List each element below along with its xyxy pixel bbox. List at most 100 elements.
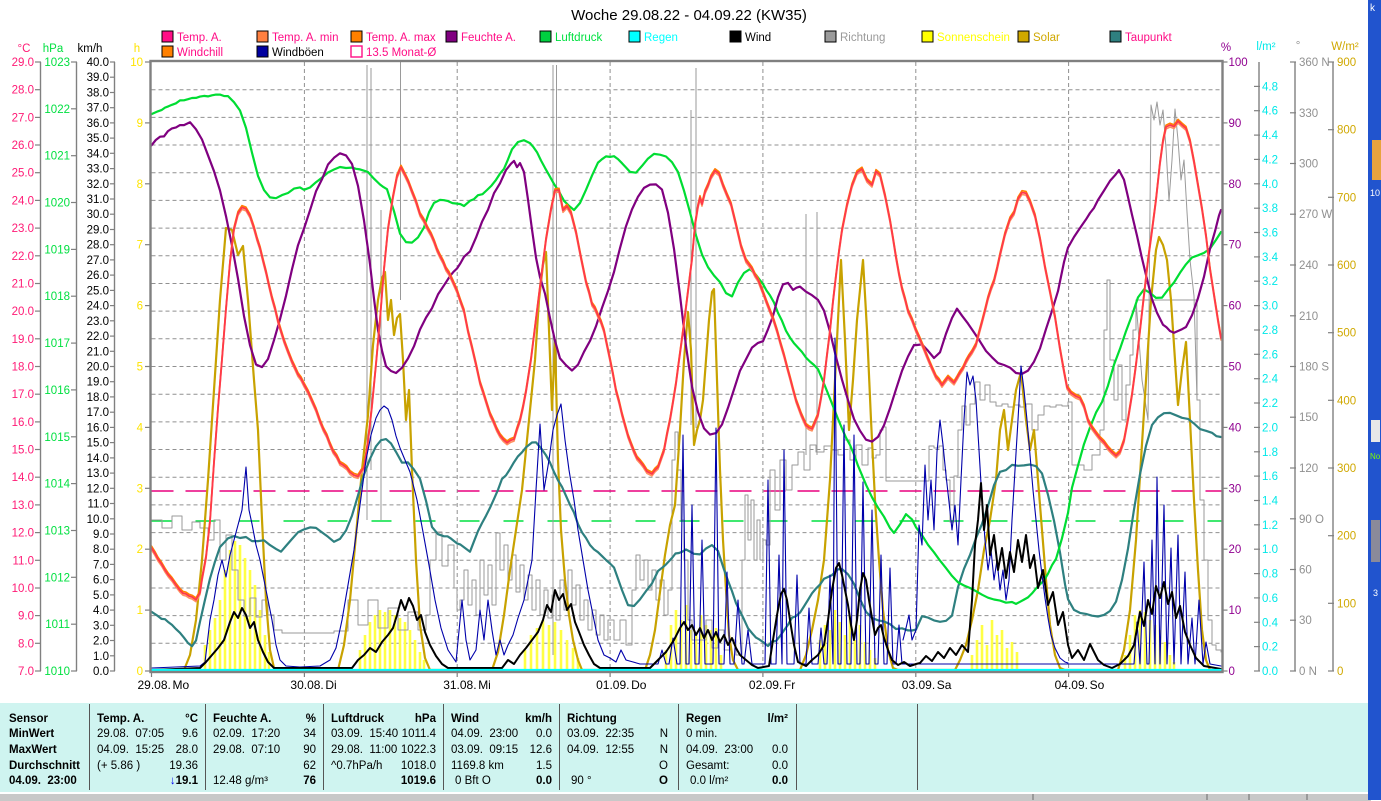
svg-text:21.0: 21.0 [87,346,109,358]
svg-text:1.8: 1.8 [1262,447,1278,459]
svg-text:20.0: 20.0 [87,362,109,374]
svg-text:Di: Di [325,678,336,692]
svg-text:9.0: 9.0 [93,529,109,541]
svg-text:23.0: 23.0 [12,223,34,235]
svg-text:31.0: 31.0 [87,194,109,206]
svg-text:%: % [1221,42,1231,54]
svg-text:1021: 1021 [44,151,70,163]
svg-text:15.0: 15.0 [87,438,109,450]
svg-text:330: 330 [1299,108,1318,120]
svg-text:0.0: 0.0 [93,666,109,678]
svg-text:9.0: 9.0 [18,611,34,623]
svg-text:40.0: 40.0 [87,57,109,69]
svg-text:1.0: 1.0 [1262,544,1278,556]
svg-text:31.08.: 31.08. [443,678,476,692]
svg-text:Temp. A. max: Temp. A. max [366,32,436,44]
svg-text:13.0: 13.0 [12,500,34,512]
svg-text:1011: 1011 [45,619,70,631]
svg-text:1012: 1012 [44,572,70,584]
svg-text:8: 8 [137,179,143,191]
svg-text:17.0: 17.0 [12,389,34,401]
svg-text:1.6: 1.6 [1262,471,1278,483]
svg-text:100: 100 [1337,598,1356,610]
svg-text:2.0: 2.0 [93,636,109,648]
svg-text:500: 500 [1337,328,1356,340]
svg-text:33.0: 33.0 [87,164,109,176]
svg-text:6: 6 [137,301,143,313]
svg-text:3.6: 3.6 [1262,228,1278,240]
svg-text:Feuchte A.: Feuchte A. [461,32,516,44]
svg-text:18.0: 18.0 [87,392,109,404]
svg-text:1010: 1010 [44,666,70,678]
svg-text:37.0: 37.0 [87,103,109,115]
svg-text:7.0: 7.0 [93,559,109,571]
svg-text:50: 50 [1229,362,1242,374]
svg-text:1022: 1022 [44,104,70,116]
svg-text:24.0: 24.0 [12,195,34,207]
svg-text:270 W: 270 W [1299,209,1332,221]
svg-text:1020: 1020 [44,198,70,210]
svg-text:30: 30 [1229,483,1242,495]
svg-text:1016: 1016 [44,385,70,397]
svg-text:4.6: 4.6 [1262,106,1278,118]
svg-text:l/m²: l/m² [1256,41,1275,53]
svg-text:6.0: 6.0 [93,575,109,587]
svg-text:16.0: 16.0 [12,417,34,429]
svg-text:29.08.: 29.08. [138,678,171,692]
svg-text:W/m²: W/m² [1331,41,1359,53]
svg-text:21.0: 21.0 [12,279,34,291]
svg-text:240: 240 [1299,260,1318,272]
svg-text:36.0: 36.0 [87,118,109,130]
svg-text:0.6: 0.6 [1262,593,1278,605]
svg-text:15.0: 15.0 [12,445,34,457]
svg-text:4.0: 4.0 [1262,179,1278,191]
svg-text:60: 60 [1229,301,1242,313]
svg-text:km/h: km/h [78,43,103,55]
svg-text:Windböen: Windböen [272,47,324,59]
svg-text:700: 700 [1337,192,1356,204]
svg-text:14.0: 14.0 [87,453,109,465]
svg-text:30.0: 30.0 [87,209,109,221]
svg-text:180 S: 180 S [1299,362,1329,374]
svg-text:200: 200 [1337,531,1356,543]
svg-text:7: 7 [137,240,143,252]
svg-text:30: 30 [1299,615,1312,627]
svg-text:26.0: 26.0 [12,140,34,152]
svg-text:4.8: 4.8 [1262,81,1278,93]
svg-text:Temp. A. min: Temp. A. min [272,32,338,44]
svg-text:150: 150 [1299,412,1318,424]
svg-text:1017: 1017 [44,338,70,350]
svg-text:600: 600 [1337,260,1356,272]
svg-text:34.0: 34.0 [87,148,109,160]
svg-text:So: So [1090,678,1105,692]
svg-text:23.0: 23.0 [87,316,109,328]
svg-text:8.0: 8.0 [93,544,109,556]
svg-text:29.0: 29.0 [12,57,34,69]
svg-text:Sa: Sa [937,678,952,692]
svg-text:40: 40 [1229,422,1242,434]
svg-text:19.0: 19.0 [12,334,34,346]
svg-text:04.09.: 04.09. [1055,678,1088,692]
svg-text:1.4: 1.4 [1262,496,1279,508]
svg-text:1018: 1018 [44,291,70,303]
svg-text:28.0: 28.0 [12,85,34,97]
svg-text:Sonnenschein: Sonnenschein [937,32,1010,44]
svg-text:Mi: Mi [478,678,491,692]
svg-text:Taupunkt: Taupunkt [1125,32,1172,44]
svg-text:1.2: 1.2 [1262,520,1278,532]
svg-text:2.4: 2.4 [1262,374,1279,386]
svg-text:2.2: 2.2 [1262,398,1278,410]
svg-text:18.0: 18.0 [12,362,34,374]
svg-text:100: 100 [1229,57,1248,69]
svg-text:0.0: 0.0 [1262,666,1278,678]
svg-text:°: ° [1296,40,1301,52]
svg-text:2: 2 [137,544,143,556]
svg-text:10.0: 10.0 [12,583,34,595]
svg-text:0.8: 0.8 [1262,569,1278,581]
svg-text:4: 4 [137,422,144,434]
svg-text:12.0: 12.0 [87,483,109,495]
svg-text:20.0: 20.0 [12,306,34,318]
svg-text:1: 1 [137,605,143,617]
svg-text:3.4: 3.4 [1262,252,1279,264]
svg-text:5.0: 5.0 [93,590,109,602]
